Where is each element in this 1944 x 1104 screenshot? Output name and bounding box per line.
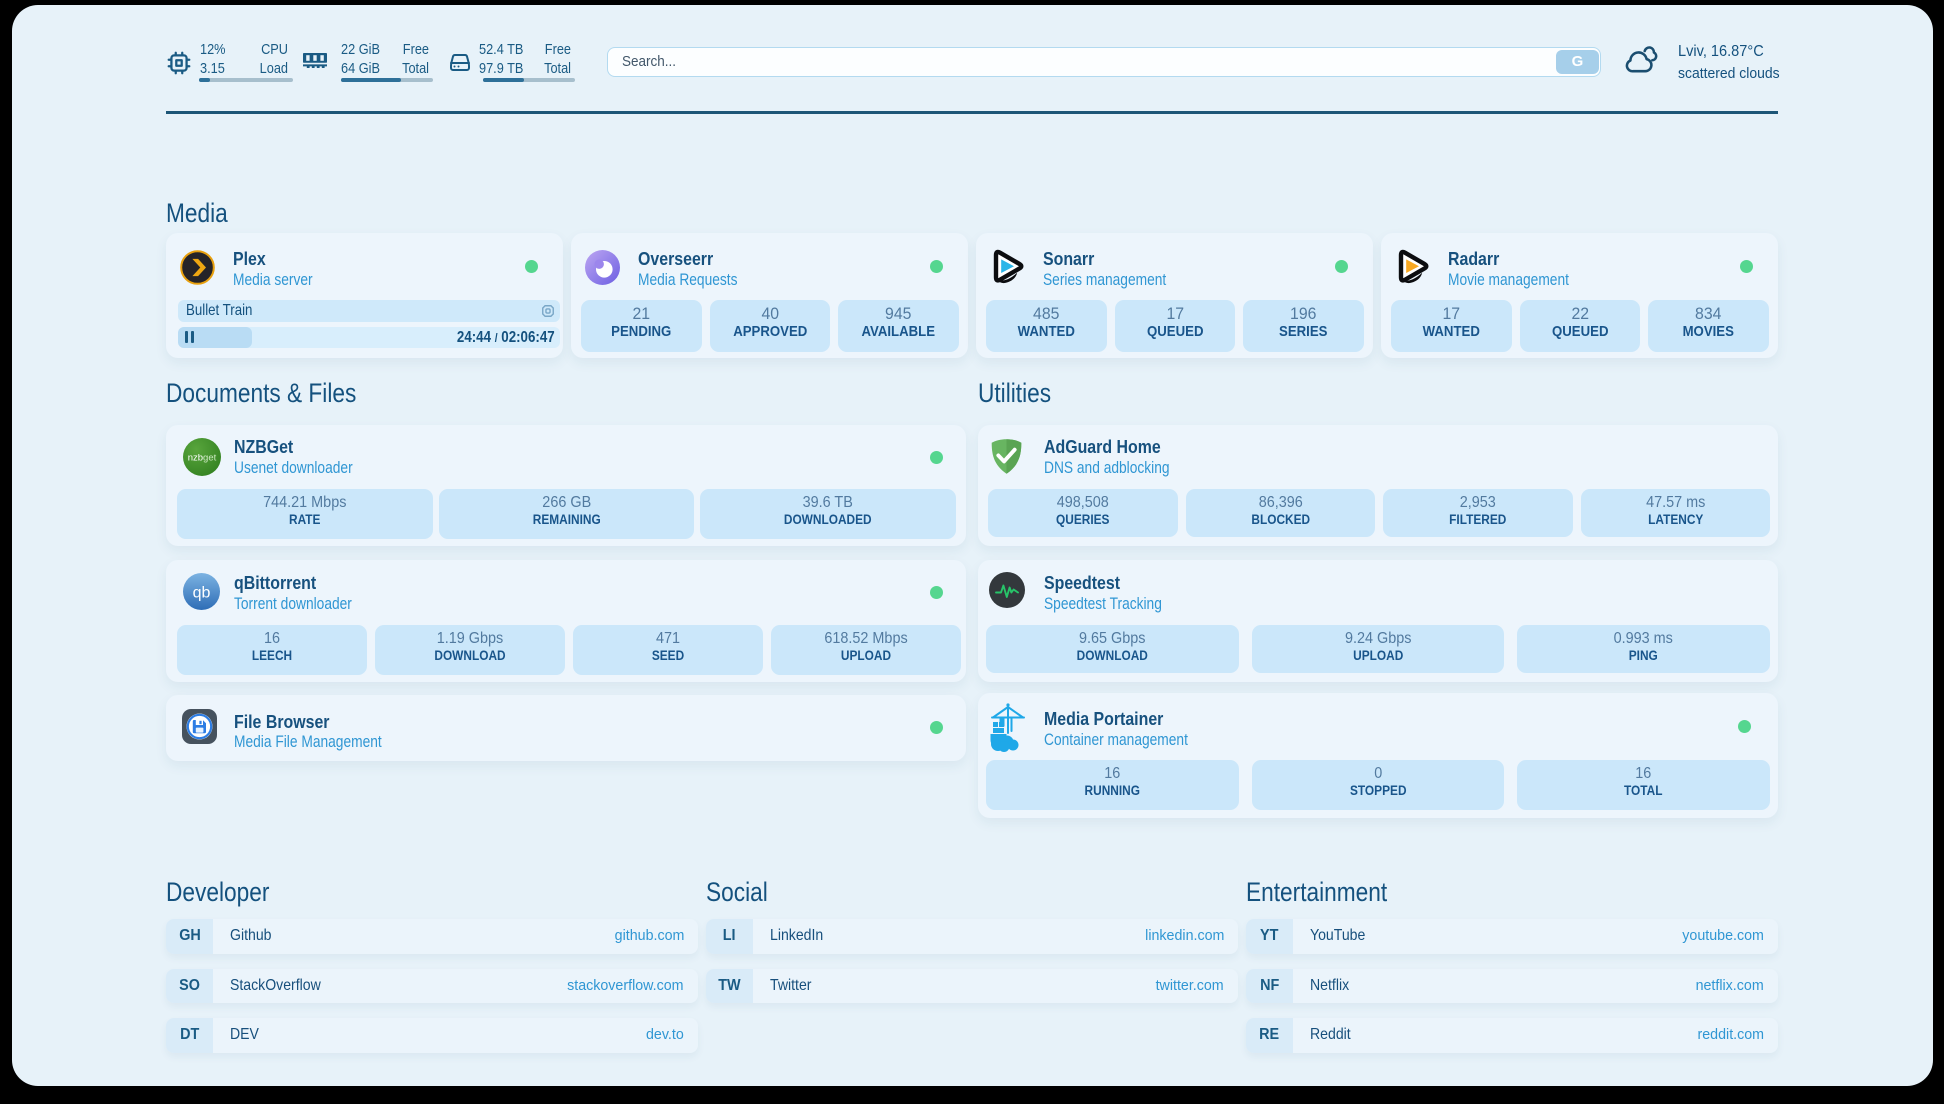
svg-text:qb: qb [193,585,211,602]
svg-text:nzbget: nzbget [188,452,217,463]
